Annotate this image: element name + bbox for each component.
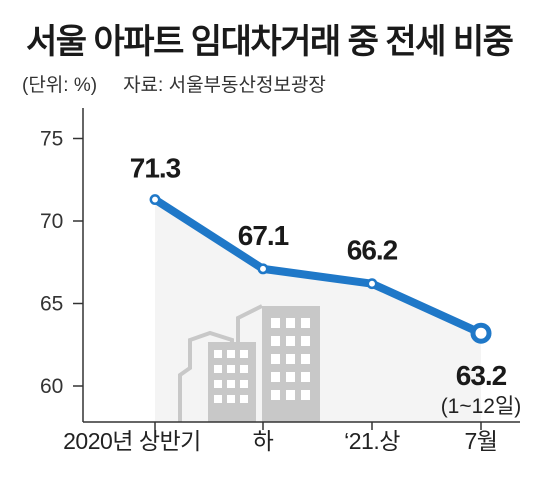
y-tick-label: 75 xyxy=(40,128,63,151)
data-label: 67.1 xyxy=(238,220,289,251)
x-tick-label: 하 xyxy=(253,428,274,454)
data-point xyxy=(366,278,378,290)
x-tick-label: ‘21.상 xyxy=(344,428,400,454)
unit-label: (단위: %) xyxy=(22,75,98,96)
data-label: 71.3 xyxy=(130,153,181,184)
data-point-latest xyxy=(470,322,492,344)
x-tick-label: 2020년 상반기 xyxy=(63,428,201,454)
y-tick-label: 60 xyxy=(40,375,63,398)
data-point xyxy=(257,263,269,275)
y-tick-label: 70 xyxy=(40,210,63,233)
data-label-note: (1~12일) xyxy=(441,395,522,418)
building-illustration xyxy=(178,304,320,422)
x-tick-label: 7월 xyxy=(465,428,498,454)
data-point xyxy=(149,194,161,206)
data-label: 66.2 xyxy=(347,235,398,266)
source-label: 자료: 서울부동산정보광장 xyxy=(123,75,326,96)
chart-title: 서울 아파트 임대차거래 중 전세 비중 xyxy=(26,23,514,61)
series-line xyxy=(151,195,485,338)
chart-meta: (단위: %) 자료: 서울부동산정보광장 xyxy=(22,70,326,97)
data-label: 63.2 xyxy=(456,360,507,391)
y-tick-label: 65 xyxy=(40,293,63,316)
